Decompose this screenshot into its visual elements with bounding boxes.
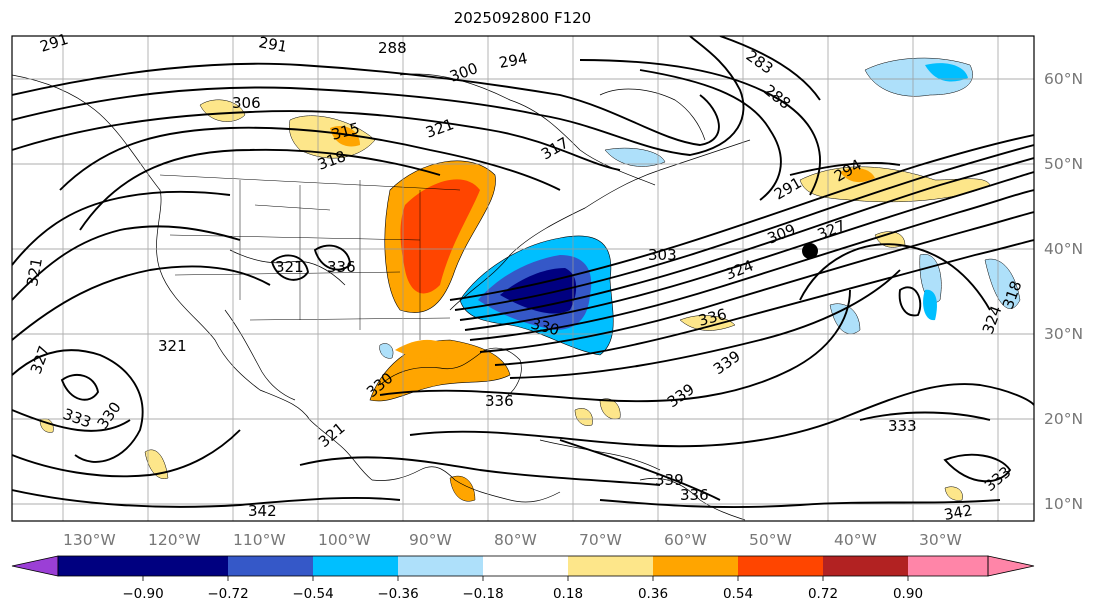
negative-anomaly-labrador: [604, 147, 666, 167]
colorbar: −0.90 −0.72 −0.54 −0.36 −0.18 0.18 0.36 …: [11, 555, 1035, 602]
state-borders: [159, 174, 461, 340]
colorbar-bin: [908, 556, 988, 576]
lon-label: 30°W: [919, 531, 962, 549]
lat-label: 60°N: [1044, 70, 1083, 88]
colorbar-bin: [483, 556, 568, 576]
contour-label: 321: [275, 258, 304, 276]
colorbar-bin: [568, 556, 653, 576]
lon-label: 90°W: [409, 531, 452, 549]
colorbar-tick-label: −0.54: [292, 586, 333, 602]
lon-label: 40°W: [834, 531, 877, 549]
colorbar-bin: [228, 556, 313, 576]
contour-label: 321: [158, 337, 187, 355]
colorbar-tick-label: 0.54: [723, 586, 753, 602]
contour-label: 342: [943, 501, 974, 524]
height-contours: [12, 36, 1034, 509]
colorbar-extend-low: [11, 555, 59, 577]
contour-label: 336: [327, 258, 356, 276]
lon-label: 70°W: [579, 531, 622, 549]
black-dot-marker: [802, 243, 818, 259]
contour-label: 288: [378, 39, 407, 57]
contour-label: 303: [648, 246, 677, 264]
lon-label: 100°W: [318, 531, 371, 549]
positive-anomaly-pacific: [199, 99, 246, 122]
colorbar-extend-high: [987, 555, 1035, 577]
positive-anomaly-core: [400, 179, 480, 294]
colorbar-bin: [58, 556, 143, 576]
contour-label: 306: [232, 94, 261, 112]
lat-label: 30°N: [1044, 325, 1083, 343]
colorbar-tick-label: −0.36: [377, 586, 418, 602]
lat-label: 10°N: [1044, 495, 1083, 513]
contour-label: 336: [680, 486, 709, 504]
latitude-labels: 60°N 50°N 40°N 30°N 20°N 10°N: [1044, 70, 1083, 513]
colorbar-bin: [653, 556, 738, 576]
map-frame: [11, 35, 1035, 522]
lon-label: 60°W: [664, 531, 707, 549]
colorbar-bin: [313, 556, 398, 576]
map-title: 2025092800 F120: [453, 9, 592, 27]
colorbar-bin: [398, 556, 483, 576]
colorbar-tick-label: −0.72: [207, 586, 248, 602]
colorbar-tick-label: 0.90: [893, 586, 923, 602]
colorbar-tick-label: −0.90: [122, 586, 163, 602]
contour-label: 339: [655, 471, 684, 489]
gridlines: [12, 36, 1034, 521]
colorbar-bin: [823, 556, 908, 576]
lat-label: 50°N: [1044, 155, 1083, 173]
contour-label: 321: [23, 256, 46, 287]
colorbar-tick-label: 0.72: [808, 586, 838, 602]
colorbar-bin: [143, 556, 228, 576]
lon-label: 50°W: [749, 531, 792, 549]
colorbar-tick-label: 0.18: [553, 586, 583, 602]
contour-label: 291: [257, 33, 288, 56]
contour-label: 333: [888, 417, 917, 435]
lat-label: 20°N: [1044, 410, 1083, 428]
lon-label: 120°W: [148, 531, 201, 549]
contour-label: 336: [485, 392, 514, 410]
lon-label: 80°W: [494, 531, 537, 549]
lon-label: 130°W: [63, 531, 116, 549]
lon-label: 110°W: [233, 531, 286, 549]
colorbar-bin: [738, 556, 823, 576]
colorbar-tick-label: 0.36: [638, 586, 668, 602]
lat-label: 40°N: [1044, 240, 1083, 258]
contour-label: 342: [248, 502, 277, 520]
map-plot-area: [12, 36, 1034, 521]
colorbar-tick-label: −0.18: [462, 586, 503, 602]
contour-label: 294: [498, 49, 529, 72]
longitude-labels: 130°W 120°W 110°W 100°W 90°W 80°W 70°W 6…: [63, 531, 962, 549]
